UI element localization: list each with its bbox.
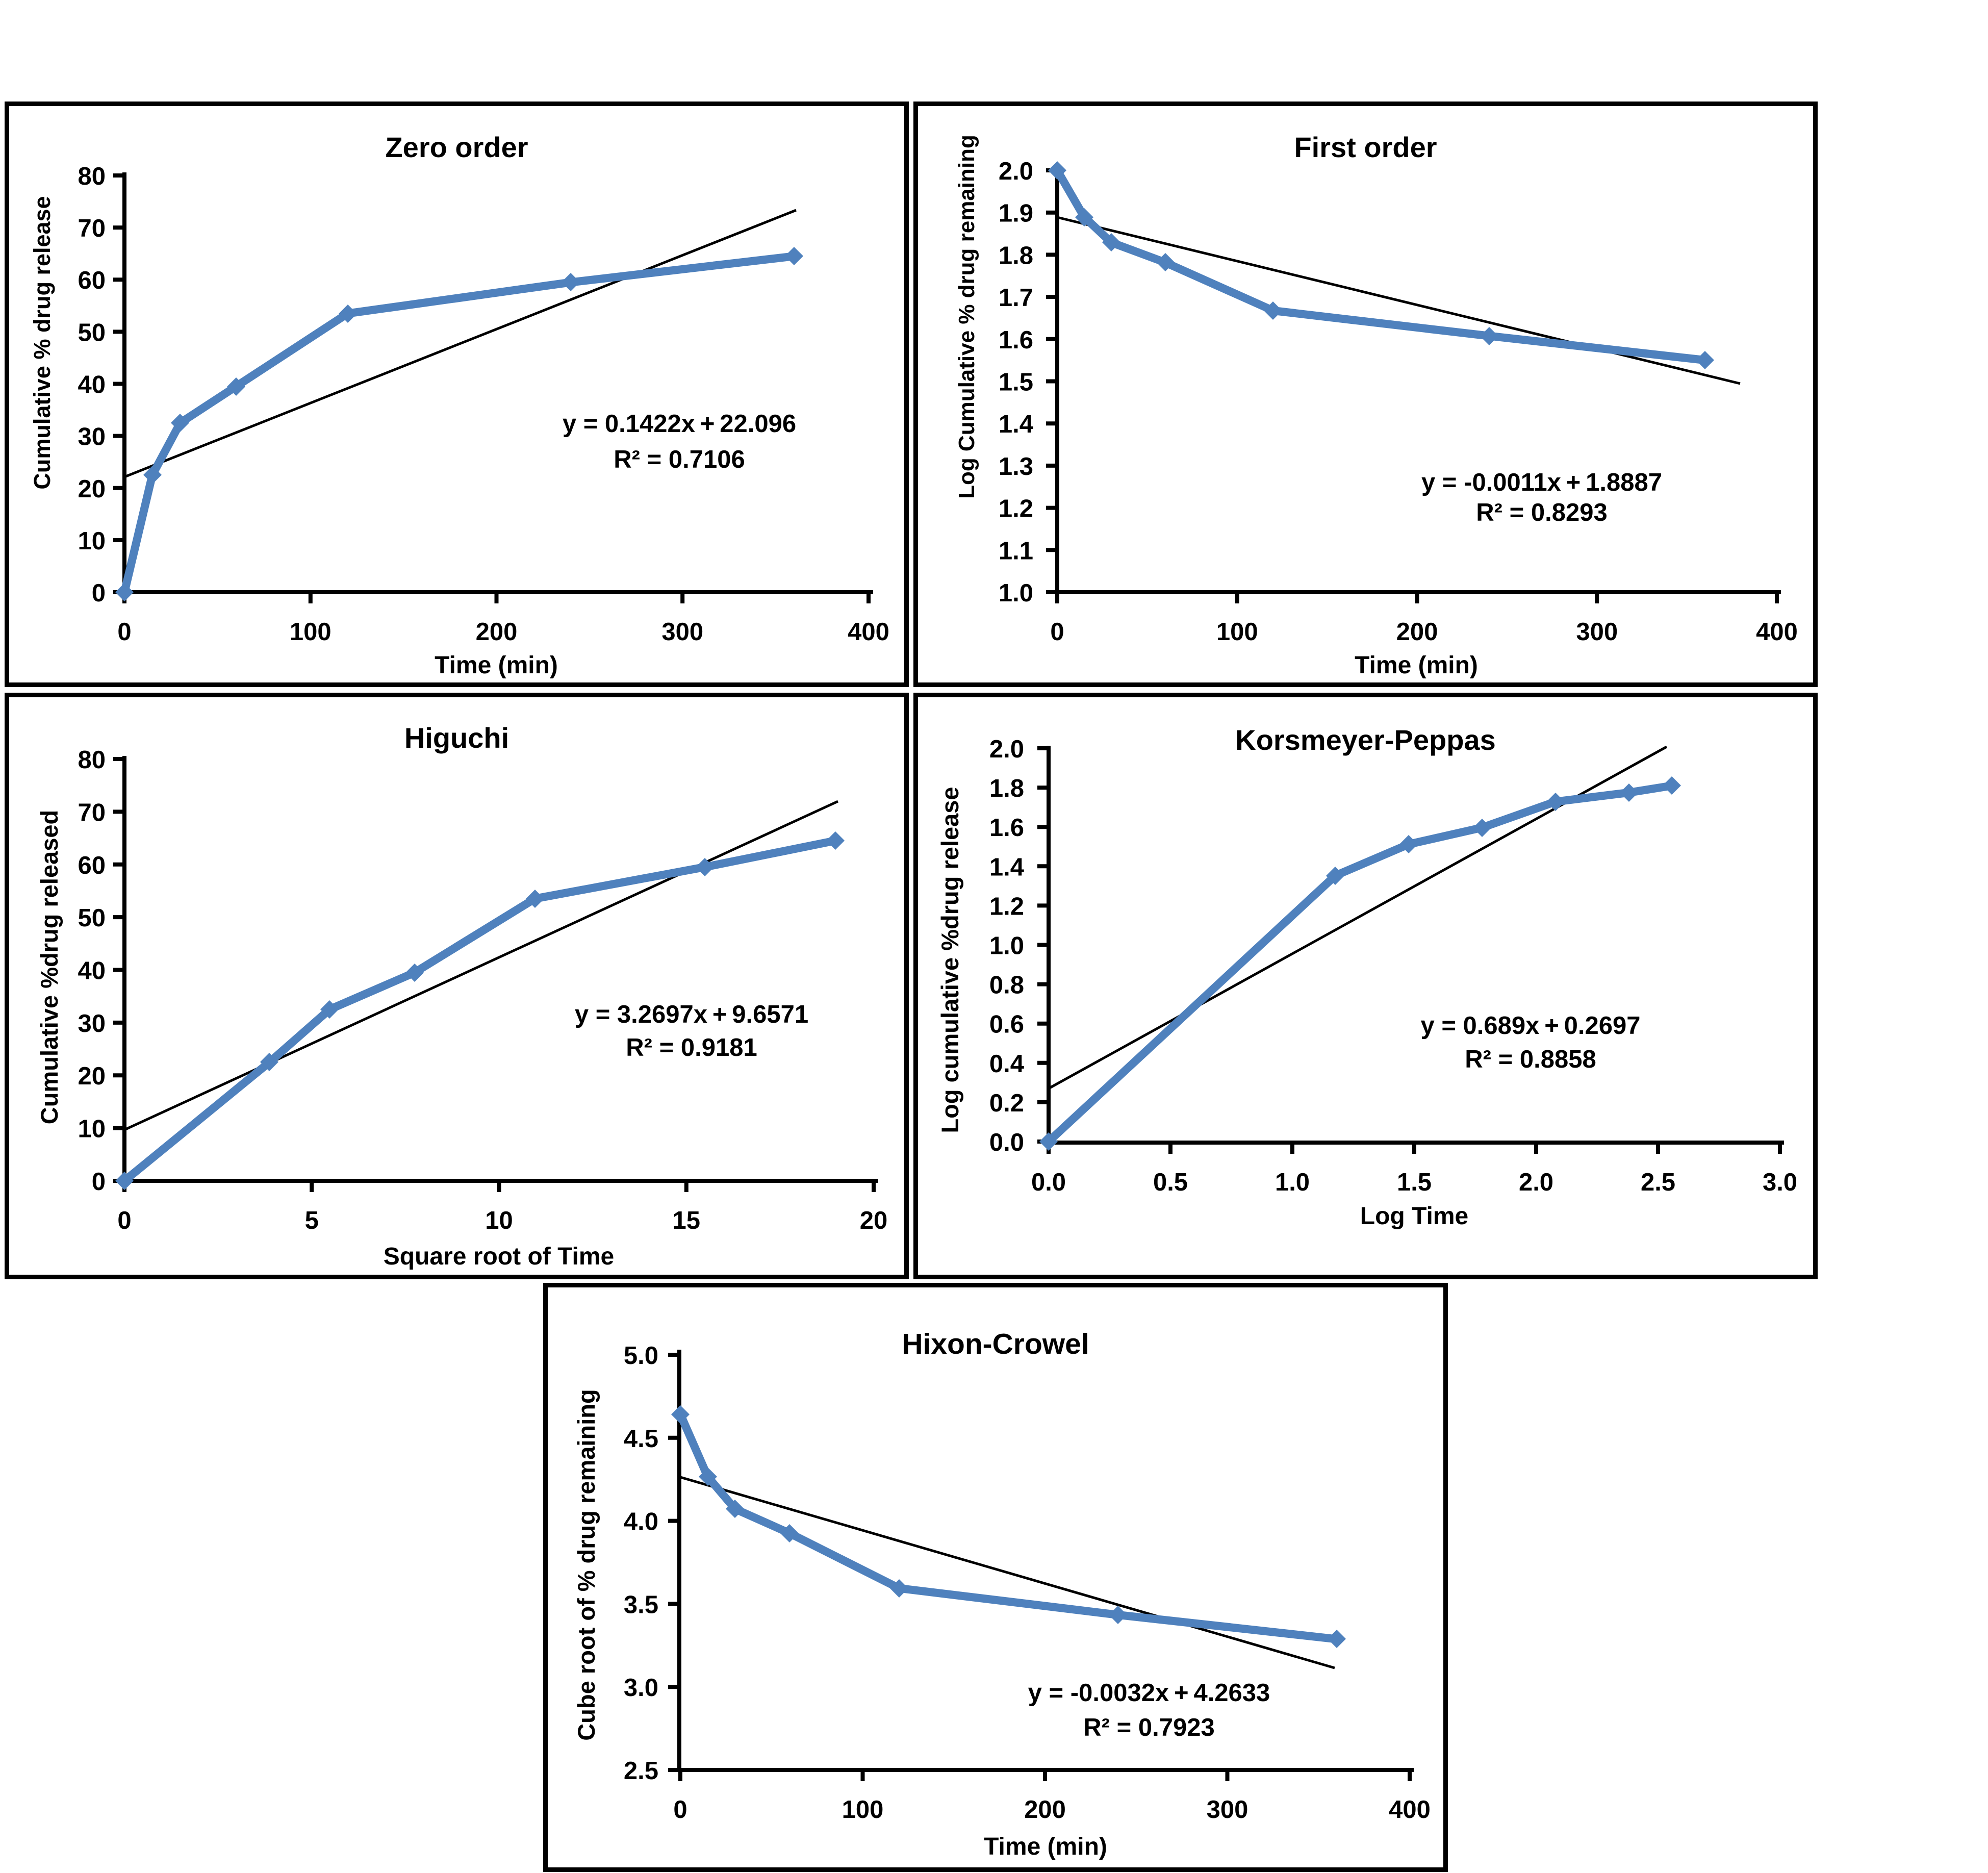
svg-text:300: 300 (1576, 618, 1618, 646)
svg-text:300: 300 (661, 618, 703, 646)
svg-text:Cube root of % drug remaining: Cube root of % drug remaining (573, 1389, 600, 1740)
svg-text:400: 400 (848, 618, 889, 646)
svg-text:10: 10 (78, 1116, 106, 1143)
svg-text:Log Time: Log Time (1360, 1203, 1468, 1230)
svg-text:1.5: 1.5 (999, 369, 1033, 396)
svg-text:40: 40 (78, 371, 106, 399)
svg-text:1.8: 1.8 (989, 775, 1024, 802)
svg-text:20: 20 (78, 475, 106, 503)
svg-text:200: 200 (1396, 618, 1438, 646)
svg-text:Cumulative %drug released: Cumulative %drug released (36, 810, 63, 1124)
svg-text:0.6: 0.6 (989, 1011, 1024, 1039)
svg-text:R² = 0.8858: R² = 0.8858 (1465, 1046, 1596, 1073)
svg-text:R² = 0.9181: R² = 0.9181 (626, 1034, 757, 1061)
svg-text:100: 100 (290, 618, 332, 646)
svg-text:70: 70 (78, 215, 106, 242)
svg-text:1.4: 1.4 (999, 411, 1033, 438)
svg-text:1.4: 1.4 (989, 853, 1024, 881)
svg-text:Square root of Time: Square root of Time (384, 1243, 615, 1270)
svg-text:0.8: 0.8 (989, 972, 1024, 999)
svg-text:Hixon-Crowel: Hixon-Crowel (902, 1328, 1089, 1360)
svg-text:10: 10 (485, 1207, 513, 1234)
svg-text:0.0: 0.0 (1031, 1169, 1066, 1196)
svg-text:y = 0.1422x + 22.096: y = 0.1422x + 22.096 (563, 410, 796, 438)
svg-text:1.0: 1.0 (1275, 1169, 1310, 1196)
svg-text:2.0: 2.0 (999, 158, 1033, 185)
svg-text:30: 30 (78, 1010, 106, 1037)
svg-text:80: 80 (78, 746, 106, 774)
svg-text:2.0: 2.0 (1519, 1169, 1553, 1196)
svg-text:3.0: 3.0 (1763, 1169, 1797, 1196)
svg-text:Time (min): Time (min) (1355, 652, 1478, 679)
svg-text:0: 0 (1050, 618, 1064, 646)
svg-text:3.5: 3.5 (624, 1591, 658, 1618)
svg-text:Cumulative % drug release: Cumulative % drug release (29, 196, 55, 489)
svg-text:1.6: 1.6 (989, 814, 1024, 842)
svg-text:40: 40 (78, 957, 106, 985)
svg-text:2.5: 2.5 (1641, 1169, 1675, 1196)
svg-text:10: 10 (78, 527, 106, 555)
svg-text:1.0: 1.0 (989, 932, 1024, 960)
svg-text:R² = 0.8293: R² = 0.8293 (1476, 499, 1607, 526)
svg-text:0: 0 (92, 1168, 106, 1196)
svg-text:Korsmeyer-Peppas: Korsmeyer-Peppas (1235, 724, 1495, 756)
svg-text:2.0: 2.0 (989, 736, 1024, 763)
svg-text:20: 20 (860, 1207, 888, 1234)
svg-text:Time (min): Time (min) (984, 1833, 1107, 1860)
svg-text:300: 300 (1207, 1796, 1248, 1824)
svg-text:80: 80 (78, 163, 106, 190)
svg-text:0: 0 (117, 618, 131, 646)
svg-text:5.0: 5.0 (624, 1342, 658, 1370)
svg-text:4.5: 4.5 (624, 1425, 658, 1453)
svg-text:400: 400 (1756, 618, 1798, 646)
svg-text:1.1: 1.1 (999, 537, 1033, 565)
svg-text:0: 0 (117, 1207, 131, 1234)
svg-text:Time (min): Time (min) (435, 652, 558, 679)
svg-text:0.4: 0.4 (989, 1050, 1024, 1078)
svg-text:20: 20 (78, 1062, 106, 1090)
svg-text:y = -0.0011x + 1.8887: y = -0.0011x + 1.8887 (1421, 469, 1662, 496)
svg-text:200: 200 (1024, 1796, 1066, 1824)
svg-text:200: 200 (476, 618, 518, 646)
svg-text:3.0: 3.0 (624, 1674, 658, 1702)
svg-text:5: 5 (305, 1207, 319, 1234)
svg-text:0.0: 0.0 (989, 1129, 1024, 1156)
svg-text:0: 0 (673, 1796, 687, 1824)
svg-text:1.3: 1.3 (999, 453, 1033, 480)
svg-text:Log Cumulative % drug remainin: Log Cumulative % drug remaining (954, 135, 979, 499)
svg-text:1.7: 1.7 (999, 284, 1033, 312)
svg-text:100: 100 (842, 1796, 884, 1824)
svg-text:1.2: 1.2 (999, 495, 1033, 523)
svg-text:400: 400 (1389, 1796, 1431, 1824)
svg-text:15: 15 (673, 1207, 701, 1234)
svg-text:Higuchi: Higuchi (404, 722, 509, 754)
svg-text:0: 0 (92, 579, 106, 607)
svg-text:50: 50 (78, 904, 106, 932)
svg-text:0.5: 0.5 (1153, 1169, 1188, 1196)
svg-text:1.9: 1.9 (999, 200, 1033, 227)
svg-text:2.5: 2.5 (624, 1757, 658, 1785)
svg-text:R² = 0.7923: R² = 0.7923 (1083, 1714, 1214, 1741)
svg-text:70: 70 (78, 799, 106, 826)
svg-text:1.8: 1.8 (999, 242, 1033, 269)
svg-text:60: 60 (78, 267, 106, 294)
svg-text:1.5: 1.5 (1397, 1169, 1432, 1196)
svg-text:y = -0.0032x + 4.2633: y = -0.0032x + 4.2633 (1028, 1679, 1270, 1707)
svg-text:Log cumulative %drug release: Log cumulative %drug release (936, 787, 963, 1133)
svg-text:R² = 0.7106: R² = 0.7106 (614, 446, 745, 473)
svg-text:1.0: 1.0 (999, 579, 1033, 607)
svg-text:0.2: 0.2 (989, 1090, 1024, 1117)
svg-text:60: 60 (78, 852, 106, 879)
svg-text:y = 0.689x + 0.2697: y = 0.689x + 0.2697 (1420, 1012, 1640, 1040)
svg-text:1.6: 1.6 (999, 326, 1033, 354)
svg-text:100: 100 (1216, 618, 1258, 646)
svg-text:50: 50 (78, 319, 106, 346)
svg-text:1.2: 1.2 (989, 893, 1024, 920)
svg-text:First order: First order (1294, 131, 1437, 163)
svg-text:4.0: 4.0 (624, 1508, 658, 1536)
svg-text:y = 3.2697x + 9.6571: y = 3.2697x + 9.6571 (575, 1001, 808, 1028)
svg-text:Zero order: Zero order (385, 131, 528, 163)
svg-text:30: 30 (78, 423, 106, 451)
